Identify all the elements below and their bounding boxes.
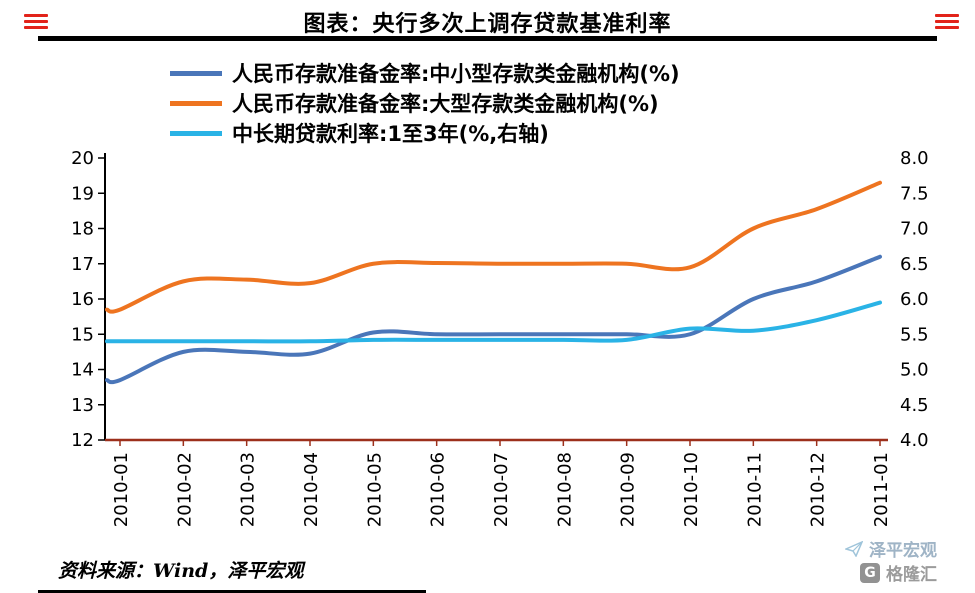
source-note: 资料来源：Wind，泽平宏观 — [38, 554, 426, 593]
svg-text:4.5: 4.5 — [900, 395, 929, 416]
svg-text:8.0: 8.0 — [900, 148, 929, 169]
legend-label: 人民币存款准备金率:大型存款类金融机构(%) — [232, 92, 659, 116]
svg-text:4.0: 4.0 — [900, 430, 929, 451]
gelonghui-logo: G 格隆汇 — [860, 560, 937, 585]
svg-text:6.0: 6.0 — [900, 289, 929, 310]
svg-text:15: 15 — [71, 324, 94, 345]
svg-text:2010-12: 2010-12 — [808, 452, 829, 527]
red-menu-icon-left — [24, 11, 48, 32]
svg-text:2010-05: 2010-05 — [364, 452, 385, 527]
svg-text:18: 18 — [71, 219, 94, 240]
svg-text:13: 13 — [71, 395, 94, 416]
svg-text:2010-04: 2010-04 — [301, 452, 322, 527]
legend-label: 中长期贷款利率:1至3年(%,右轴) — [232, 122, 549, 146]
svg-text:5.0: 5.0 — [900, 360, 929, 381]
chart-legend: 人民币存款准备金率:中小型存款类金融机构(%) 人民币存款准备金率:大型存款类金… — [170, 58, 680, 148]
svg-text:16: 16 — [71, 289, 94, 310]
title-divider — [38, 36, 937, 41]
svg-text:7.5: 7.5 — [900, 183, 929, 204]
gelonghui-logo-icon: G — [860, 562, 880, 583]
svg-text:2010-02: 2010-02 — [174, 452, 195, 527]
page-title: 图表：央行多次上调存贷款基准利率 — [303, 12, 672, 37]
svg-text:19: 19 — [71, 183, 94, 204]
svg-text:2010-10: 2010-10 — [681, 452, 702, 527]
legend-item-large: 人民币存款准备金率:大型存款类金融机构(%) — [170, 88, 680, 118]
line-chart: 20 19 18 17 16 15 14 13 12 8.0 7.5 7.0 6.5 6.0 5.5 5.0 4… — [71, 148, 929, 527]
svg-text:2010-01: 2010-01 — [111, 452, 132, 527]
paper-plane-icon — [845, 540, 863, 557]
legend-swatch-orange — [170, 100, 222, 106]
svg-text:2010-11: 2010-11 — [744, 452, 765, 527]
svg-text:2010-08: 2010-08 — [554, 452, 575, 527]
svg-text:17: 17 — [71, 254, 94, 275]
brand-watermark: 泽平宏观 — [845, 536, 937, 561]
brand-watermark-text: 泽平宏观 — [869, 541, 937, 561]
legend-swatch-blue — [170, 70, 222, 76]
svg-text:6.5: 6.5 — [900, 254, 929, 275]
svg-text:20: 20 — [71, 148, 94, 169]
red-menu-icon-right — [935, 11, 959, 32]
svg-text:2010-07: 2010-07 — [491, 452, 512, 527]
svg-text:7.0: 7.0 — [900, 219, 929, 240]
legend-swatch-cyan — [170, 130, 222, 136]
svg-text:2011-01: 2011-01 — [871, 452, 892, 527]
svg-text:12: 12 — [71, 430, 94, 451]
svg-text:5.5: 5.5 — [900, 324, 929, 345]
svg-text:2010-09: 2010-09 — [618, 452, 639, 527]
gelonghui-logo-text: 格隆汇 — [886, 565, 937, 585]
legend-label: 人民币存款准备金率:中小型存款类金融机构(%) — [232, 62, 680, 86]
legend-item-loan-rate: 中长期贷款利率:1至3年(%,右轴) — [170, 118, 680, 148]
svg-text:2010-03: 2010-03 — [238, 452, 259, 527]
svg-text:14: 14 — [71, 360, 94, 381]
legend-item-small-medium: 人民币存款准备金率:中小型存款类金融机构(%) — [170, 58, 680, 88]
svg-text:2010-06: 2010-06 — [428, 452, 449, 527]
